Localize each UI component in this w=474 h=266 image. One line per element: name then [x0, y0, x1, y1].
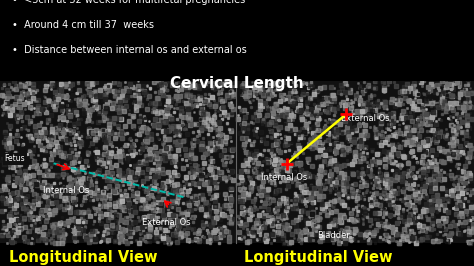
Bar — [0, 0, 474, 81]
Text: Bladder: Bladder — [318, 231, 350, 240]
Text: Fetus: Fetus — [5, 154, 26, 163]
Bar — [236, 81, 474, 243]
Text: Longitudinal View: Longitudinal View — [9, 250, 158, 264]
Text: •  Distance between internal os and external os: • Distance between internal os and exter… — [12, 45, 246, 55]
Text: External Os: External Os — [142, 218, 191, 227]
Text: External Os: External Os — [341, 114, 390, 123]
Text: Internal Os: Internal Os — [43, 186, 89, 195]
Text: Internal Os: Internal Os — [261, 173, 307, 182]
Text: •  <3cm at 32 weeks for multifetal pregnancies: • <3cm at 32 weeks for multifetal pregna… — [12, 0, 245, 5]
Text: Cervical Length: Cervical Length — [170, 76, 304, 91]
Text: •  Around 4 cm till 37  weeks: • Around 4 cm till 37 weeks — [12, 20, 154, 30]
Bar — [0, 81, 236, 243]
Text: Longitudinal View: Longitudinal View — [244, 250, 392, 264]
